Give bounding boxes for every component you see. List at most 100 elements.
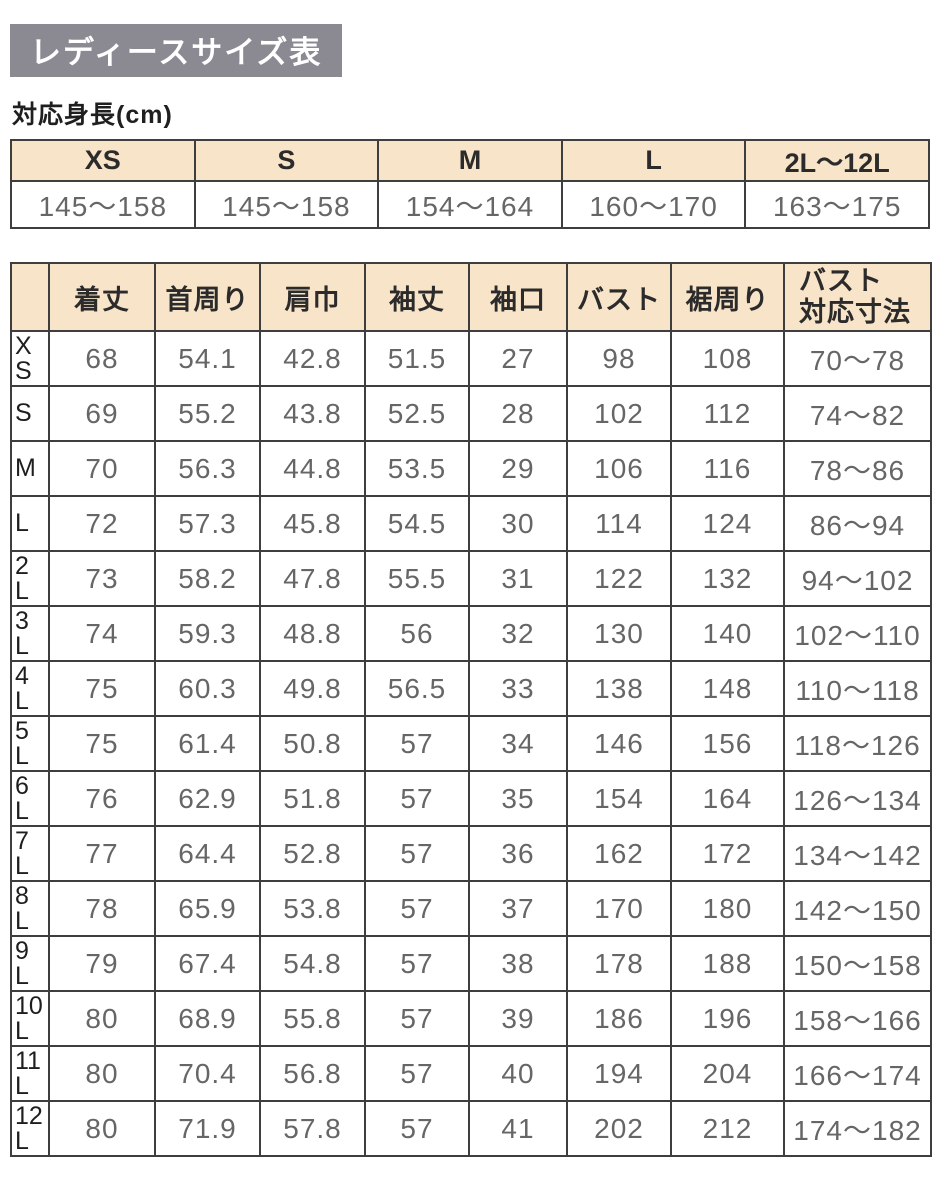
size-value-cell: 138 <box>566 660 672 717</box>
size-row-label: M <box>10 440 50 497</box>
height-table-header-row: XS S M L 2L〜12L <box>10 139 930 182</box>
size-col-header: 裾周り <box>670 262 785 332</box>
size-value-cell: 75 <box>48 660 156 717</box>
size-value-cell: 57 <box>364 1100 470 1157</box>
size-value-cell: 180 <box>670 880 785 937</box>
size-table: 着丈 首周り 肩巾 袖丈 袖口 バスト 裾周り バスト 対応寸法 X S 68 54.1 42.8 51.… <box>10 262 932 1157</box>
size-value-cell: 76 <box>48 770 156 827</box>
size-table-row: L 72 57.3 45.8 54.5 30 114 124 86〜94 <box>10 495 932 552</box>
size-value-cell: 72 <box>48 495 156 552</box>
size-value-cell: 67.4 <box>154 935 261 992</box>
size-value-cell: 212 <box>670 1100 785 1157</box>
size-value-cell: 27 <box>468 330 568 387</box>
size-value-cell: 70〜78 <box>783 330 932 387</box>
size-value-cell: 202 <box>566 1100 672 1157</box>
height-value-cell: 154〜164 <box>377 180 563 229</box>
size-value-cell: 40 <box>468 1045 568 1102</box>
size-col-header: 着丈 <box>48 262 156 332</box>
size-col-header: 首周り <box>154 262 261 332</box>
size-table-row: 3 L 74 59.3 48.8 56 32 130 140 102〜110 <box>10 605 932 662</box>
size-table-corner-cell <box>10 262 50 332</box>
size-value-cell: 56.5 <box>364 660 470 717</box>
size-value-cell: 79 <box>48 935 156 992</box>
size-value-cell: 57 <box>364 990 470 1047</box>
size-value-cell: 148 <box>670 660 785 717</box>
size-value-cell: 178 <box>566 935 672 992</box>
size-value-cell: 114 <box>566 495 672 552</box>
size-value-cell: 172 <box>670 825 785 882</box>
size-col-header: 肩巾 <box>259 262 366 332</box>
size-value-cell: 53.5 <box>364 440 470 497</box>
size-value-cell: 75 <box>48 715 156 772</box>
size-value-cell: 77 <box>48 825 156 882</box>
size-value-cell: 47.8 <box>259 550 366 607</box>
size-value-cell: 112 <box>670 385 785 442</box>
size-value-cell: 170 <box>566 880 672 937</box>
size-value-cell: 48.8 <box>259 605 366 662</box>
size-table-row: 8 L 78 65.9 53.8 57 37 170 180 142〜150 <box>10 880 932 937</box>
size-table-row: 10 L 80 68.9 55.8 57 39 186 196 158〜166 <box>10 990 932 1047</box>
size-value-cell: 51.8 <box>259 770 366 827</box>
height-table-label: 対応身長(cm) <box>12 101 173 129</box>
height-value-cell: 160〜170 <box>560 180 747 229</box>
size-value-cell: 156 <box>670 715 785 772</box>
size-chart-page: レディースサイズ表 対応身長(cm) XS S M L 2L〜12L 145〜158 14… <box>10 24 932 1157</box>
size-table-row: 4 L 75 60.3 49.8 56.5 33 138 148 110〜118 <box>10 660 932 717</box>
size-table-row: S 69 55.2 43.8 52.5 28 102 112 74〜82 <box>10 385 932 442</box>
size-value-cell: 30 <box>468 495 568 552</box>
size-value-cell: 140 <box>670 605 785 662</box>
size-value-cell: 56 <box>364 605 470 662</box>
size-value-cell: 122 <box>566 550 672 607</box>
size-value-cell: 65.9 <box>154 880 261 937</box>
size-value-cell: 57.3 <box>154 495 261 552</box>
size-value-cell: 68.9 <box>154 990 261 1047</box>
size-value-cell: 150〜158 <box>783 935 932 992</box>
size-value-cell: 37 <box>468 880 568 937</box>
size-table-row: 7 L 77 64.4 52.8 57 36 162 172 134〜142 <box>10 825 932 882</box>
size-col-header: 袖口 <box>468 262 568 332</box>
size-value-cell: 69 <box>48 385 156 442</box>
size-value-cell: 78 <box>48 880 156 937</box>
size-value-cell: 164 <box>670 770 785 827</box>
size-value-cell: 70.4 <box>154 1045 261 1102</box>
height-col-header: S <box>193 139 380 182</box>
size-value-cell: 45.8 <box>259 495 366 552</box>
size-value-cell: 80 <box>48 1100 156 1157</box>
size-value-cell: 174〜182 <box>783 1100 932 1157</box>
size-value-cell: 31 <box>468 550 568 607</box>
size-row-label: L <box>10 495 50 552</box>
size-value-cell: 80 <box>48 990 156 1047</box>
size-table-row: 2 L 73 58.2 47.8 55.5 31 122 132 94〜102 <box>10 550 932 607</box>
size-table-row: 6 L 76 62.9 51.8 57 35 154 164 126〜134 <box>10 770 932 827</box>
size-value-cell: 158〜166 <box>783 990 932 1047</box>
size-value-cell: 54.5 <box>364 495 470 552</box>
size-value-cell: 38 <box>468 935 568 992</box>
size-value-cell: 44.8 <box>259 440 366 497</box>
size-row-label: 11 L <box>10 1045 50 1102</box>
size-value-cell: 62.9 <box>154 770 261 827</box>
size-value-cell: 78〜86 <box>783 440 932 497</box>
size-value-cell: 56.3 <box>154 440 261 497</box>
height-col-header: L <box>560 139 747 182</box>
size-value-cell: 57 <box>364 935 470 992</box>
size-value-cell: 130 <box>566 605 672 662</box>
size-value-cell: 52.8 <box>259 825 366 882</box>
size-value-cell: 52.5 <box>364 385 470 442</box>
size-value-cell: 57 <box>364 1045 470 1102</box>
size-value-cell: 55.5 <box>364 550 470 607</box>
height-table: XS S M L 2L〜12L 145〜158 145〜158 154〜164 160〜170… <box>10 139 930 229</box>
size-value-cell: 55.8 <box>259 990 366 1047</box>
size-value-cell: 188 <box>670 935 785 992</box>
size-value-cell: 74 <box>48 605 156 662</box>
size-value-cell: 29 <box>468 440 568 497</box>
size-value-cell: 49.8 <box>259 660 366 717</box>
size-value-cell: 54.8 <box>259 935 366 992</box>
size-value-cell: 51.5 <box>364 330 470 387</box>
